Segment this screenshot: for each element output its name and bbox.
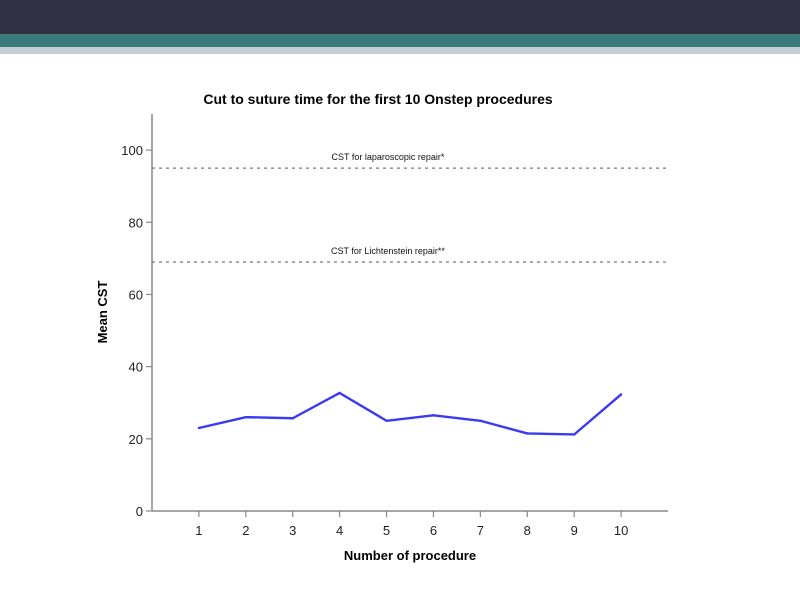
data-point: [385, 419, 388, 422]
y-tick-label: 20: [129, 432, 143, 447]
x-tick-label: 6: [430, 523, 437, 538]
x-tick-label: 4: [336, 523, 343, 538]
y-tick-label: 100: [121, 143, 143, 158]
data-point: [291, 417, 294, 420]
chart-title: Cut to suture time for the first 10 Onst…: [203, 91, 552, 107]
x-tick-label: 10: [614, 523, 628, 538]
x-tick-label: 8: [524, 523, 531, 538]
series-line: [198, 391, 622, 436]
data-point: [526, 432, 529, 435]
y-axis-label: Mean CST: [95, 281, 110, 344]
header-band-dark: [0, 0, 800, 34]
data-point: [619, 393, 623, 396]
data-point: [338, 391, 341, 395]
reference-line-label: CST for Lichtenstein repair**: [331, 246, 445, 256]
x-tick-label: 5: [383, 523, 390, 538]
data-point: [244, 415, 248, 419]
x-tick-label: 3: [289, 523, 296, 538]
x-tick-label: 1: [195, 523, 202, 538]
y-tick-label: 80: [129, 215, 143, 230]
x-tick-label: 2: [242, 523, 249, 538]
x-tick-label: 7: [477, 523, 484, 538]
reference-line-label: CST for laparoscopic repair*: [332, 152, 445, 162]
x-axis-label: Number of procedure: [344, 548, 476, 563]
data-point: [197, 426, 201, 430]
header-band-light: [0, 47, 800, 54]
header-band-teal: [0, 34, 800, 47]
data-point: [572, 433, 576, 436]
data-point: [432, 414, 435, 417]
y-tick-label: 40: [129, 360, 143, 375]
x-tick-label: 9: [571, 523, 578, 538]
data-point: [479, 419, 482, 422]
y-tick-label: 0: [136, 504, 143, 519]
y-tick-label: 60: [129, 287, 143, 302]
